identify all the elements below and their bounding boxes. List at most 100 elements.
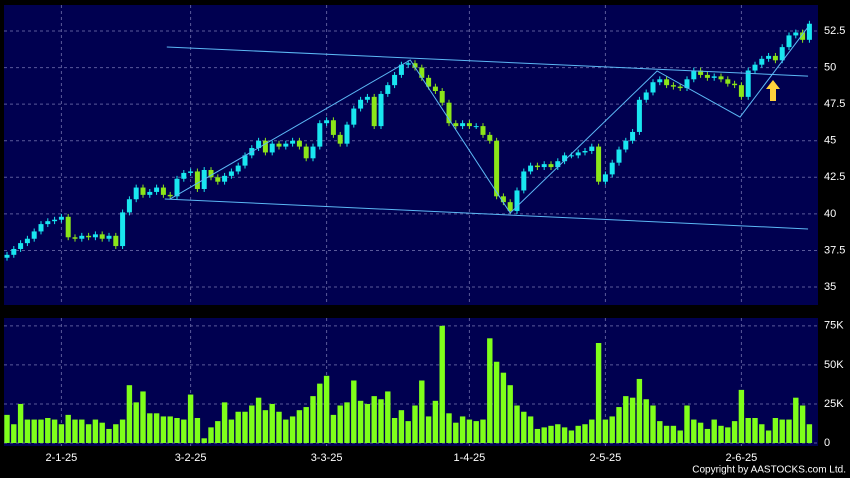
volume-bar — [255, 397, 262, 443]
volume-bar — [432, 400, 439, 443]
volume-bar — [160, 416, 167, 443]
volume-bar — [806, 424, 813, 443]
candle-body — [616, 149, 622, 163]
candle-body — [691, 70, 697, 80]
candle-body — [684, 79, 690, 89]
volume-bar — [65, 414, 71, 443]
volume-bar — [276, 411, 282, 443]
candle-body — [392, 74, 398, 86]
volume-bar — [398, 410, 405, 443]
volume-bar — [378, 399, 384, 443]
candle-body — [38, 224, 44, 232]
y-tick-label: 50K — [824, 359, 844, 371]
volume-bar — [493, 361, 500, 443]
volume-bar — [4, 414, 10, 443]
volume-bar — [786, 419, 792, 443]
candle-body — [99, 234, 105, 239]
volume-bar — [181, 419, 187, 443]
candle-body — [31, 231, 37, 239]
candle-body — [711, 76, 717, 78]
volume-bar — [636, 378, 643, 443]
volume-bar — [759, 424, 765, 443]
volume-bar — [269, 403, 275, 443]
candle-body — [405, 63, 411, 65]
candle-body — [126, 199, 132, 213]
candle-body — [52, 219, 58, 222]
candle-body — [657, 79, 663, 83]
candle-body — [432, 86, 438, 92]
candle-body — [745, 70, 751, 97]
candle-body — [92, 234, 98, 238]
volume-bar — [425, 416, 432, 443]
candle-body — [160, 187, 166, 195]
trend-line — [166, 46, 809, 77]
candle-body — [228, 171, 234, 176]
volume-bar — [174, 418, 180, 443]
candle-body — [779, 47, 785, 61]
candle-body — [602, 174, 608, 182]
y-tick-label: 42.5 — [824, 171, 845, 183]
volume-bar — [140, 391, 146, 443]
volume-bar — [194, 418, 201, 443]
candle-body — [419, 67, 425, 78]
y-tick-label: 75K — [824, 320, 844, 332]
candle-body — [11, 248, 17, 255]
volume-bar — [419, 380, 425, 443]
volume-bar — [480, 419, 486, 443]
volume-bar — [697, 422, 704, 443]
candle-body — [718, 76, 724, 80]
candle-body — [439, 91, 445, 103]
candle-body — [337, 134, 343, 144]
candle-body — [256, 140, 262, 149]
candle-body — [670, 85, 676, 87]
volume-bar — [296, 410, 303, 443]
volume-bar — [153, 413, 160, 443]
volume-bar — [17, 403, 24, 443]
volume-bar — [568, 430, 575, 443]
volume-bar — [106, 428, 112, 443]
volume-bar — [262, 410, 269, 443]
candle-body — [385, 85, 391, 94]
candle-body — [766, 55, 772, 59]
candle-body — [596, 146, 602, 182]
volume-bar — [337, 405, 343, 443]
volume-bar — [561, 427, 568, 443]
candle-body — [188, 171, 194, 173]
volume-bar — [453, 422, 459, 443]
candle-body — [310, 146, 316, 159]
volume-bar — [235, 411, 241, 443]
volume-bar — [623, 396, 629, 443]
candle-body — [589, 146, 595, 151]
y-tick-label: 37.5 — [824, 244, 845, 256]
x-tick-label: 2-5-25 — [590, 452, 622, 464]
candle-body — [568, 155, 574, 157]
volume-bar — [38, 419, 44, 443]
y-tick-label: 47.5 — [824, 98, 845, 110]
candle-body — [208, 169, 214, 178]
candle-body — [154, 187, 160, 192]
candle-body — [262, 140, 268, 153]
candle-body — [113, 235, 119, 247]
candle-body — [609, 162, 615, 175]
volume-bar — [330, 414, 337, 443]
candle-body — [358, 99, 364, 109]
volume-bar — [514, 405, 520, 443]
y-tick-label: 50 — [824, 62, 836, 74]
candle-body — [181, 172, 187, 179]
candle-body — [786, 35, 792, 48]
volume-bar — [228, 419, 235, 443]
volume-bar — [718, 425, 724, 443]
volume-bar — [113, 424, 119, 443]
candle-body — [303, 146, 309, 159]
volume-bar — [351, 380, 357, 443]
volume-bar — [357, 400, 364, 443]
volume-bar — [242, 411, 248, 443]
x-tick-label: 3-3-25 — [311, 452, 343, 464]
volume-bar — [765, 430, 772, 443]
candle-body — [106, 235, 112, 239]
candle-body — [317, 123, 323, 147]
volume-bar — [283, 419, 289, 443]
volume-bar — [527, 416, 534, 443]
volume-bar — [391, 418, 398, 443]
volume-bar — [507, 385, 513, 443]
